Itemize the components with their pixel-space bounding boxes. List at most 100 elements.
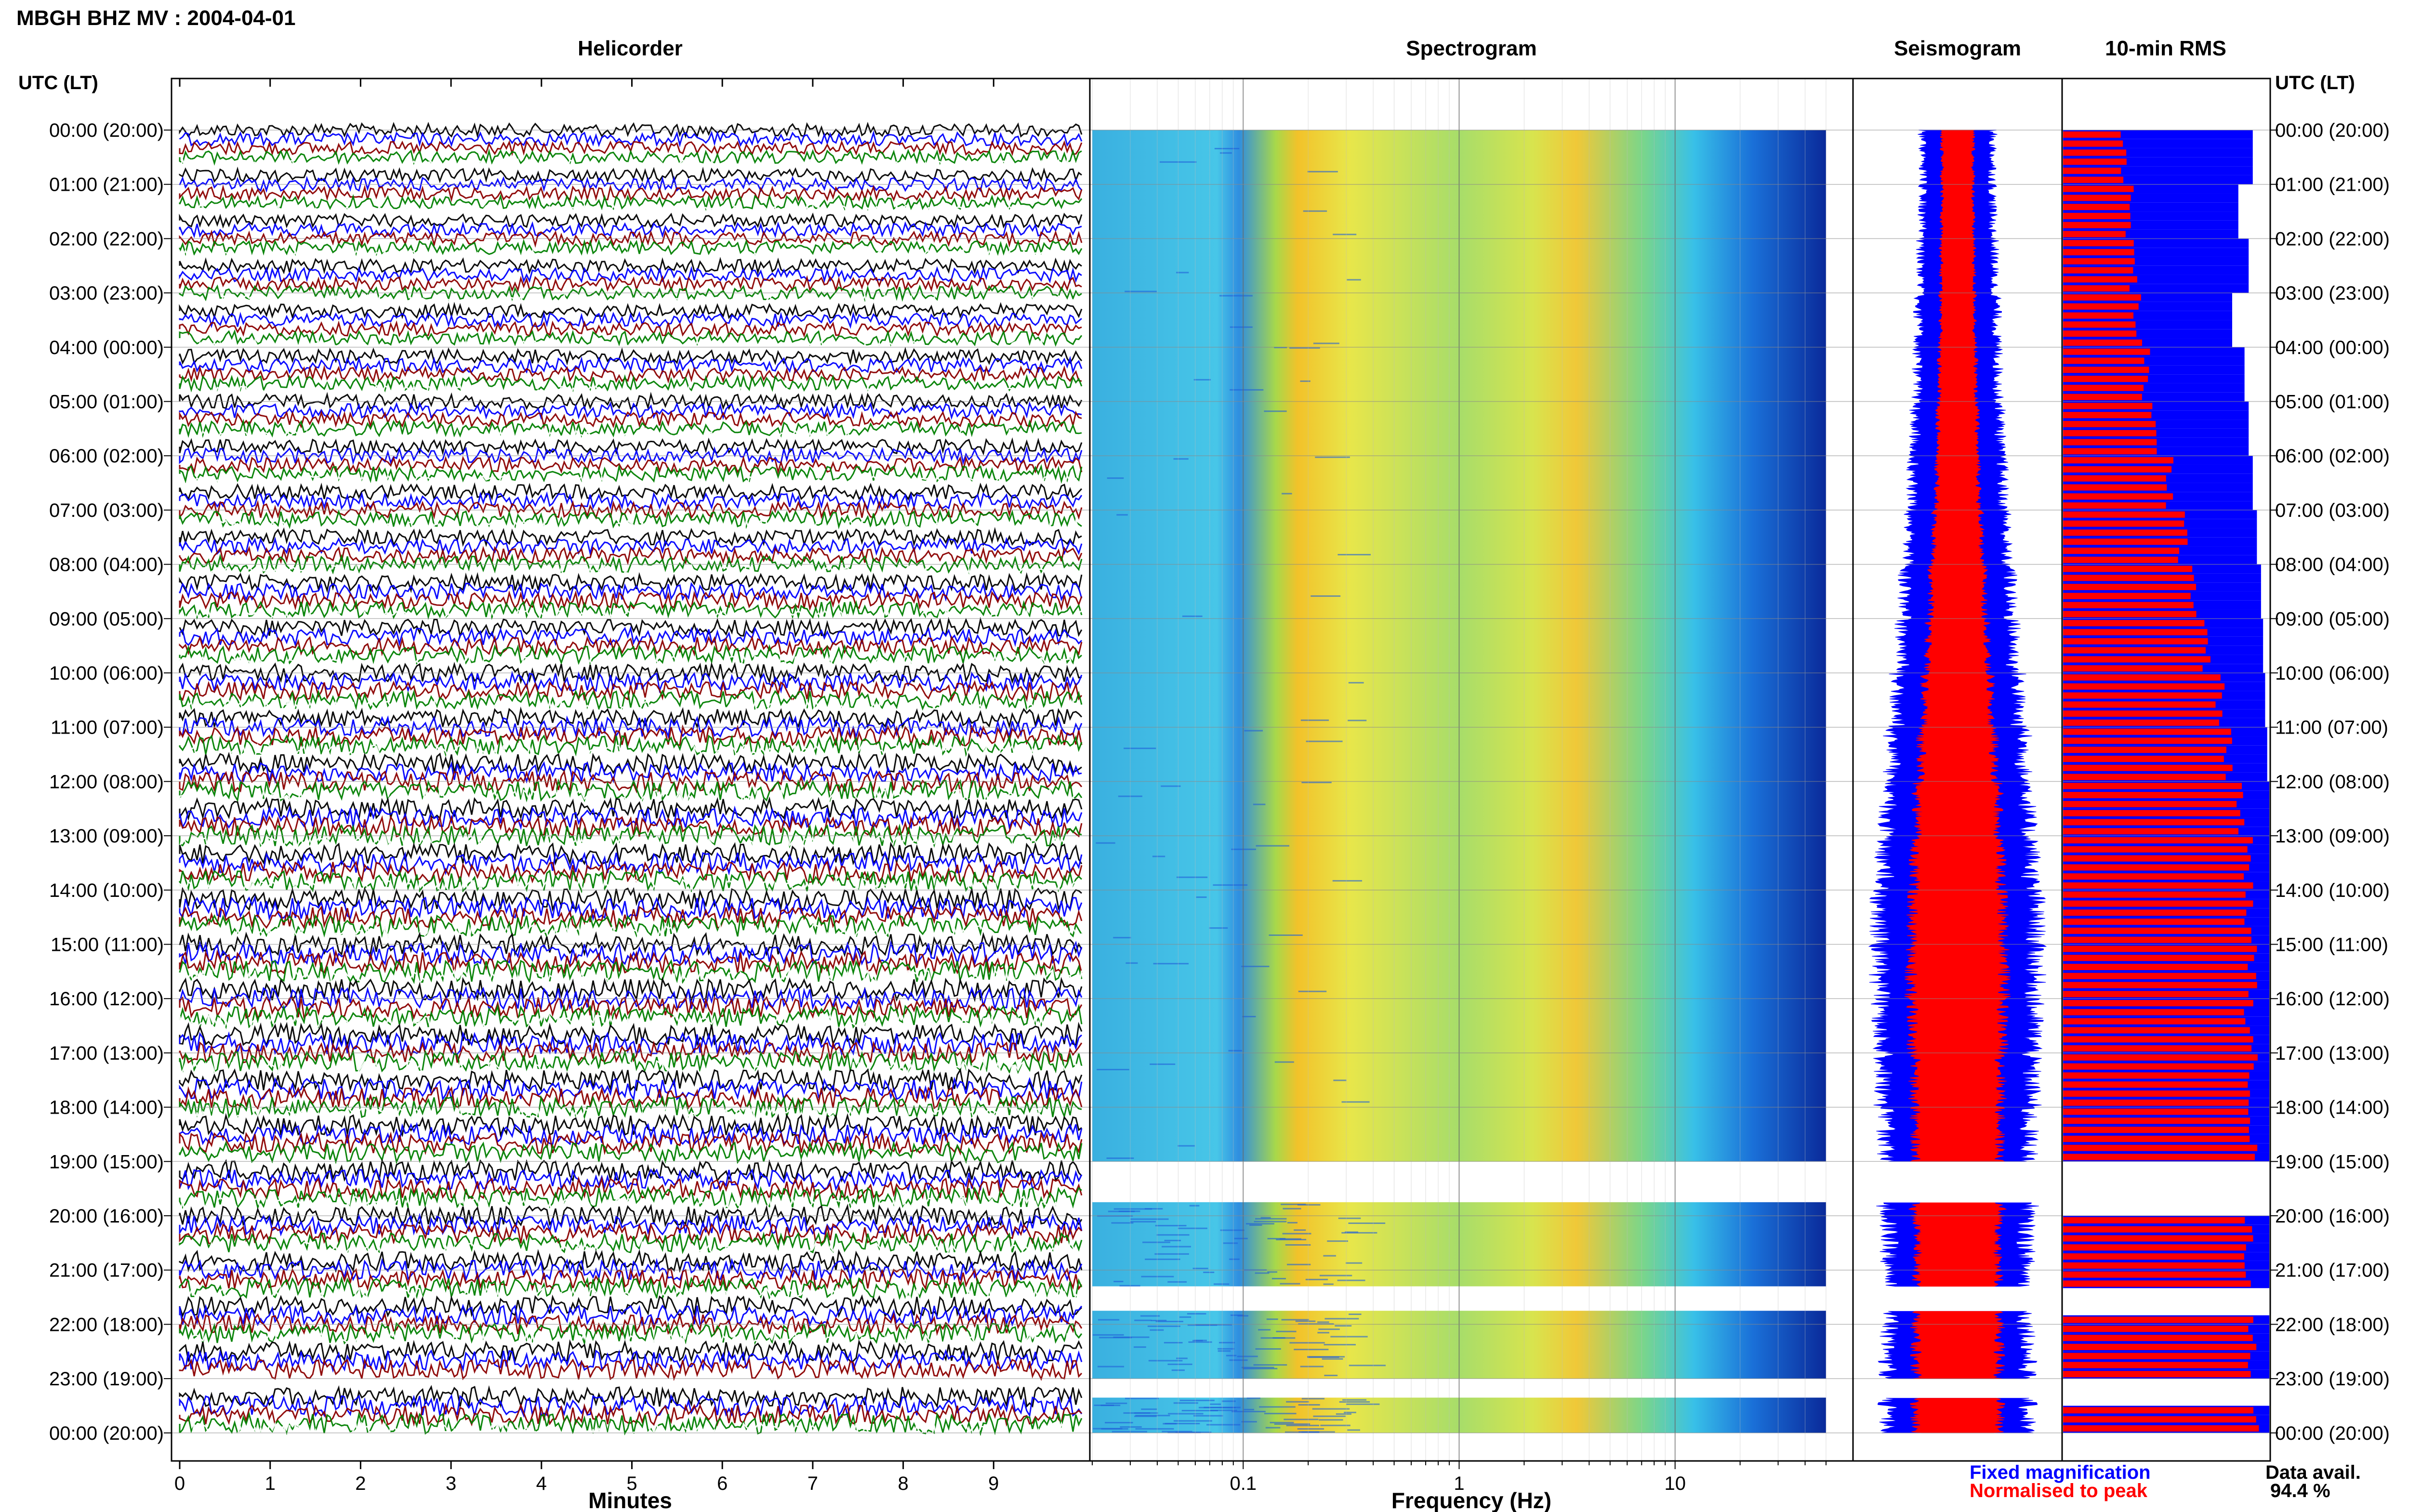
helicorder-tick-label: 3 — [446, 1473, 456, 1494]
helicorder-trace — [179, 706, 1083, 730]
rms-normalised-bar — [2063, 611, 2197, 618]
hour-label-right: 15:00 (11:00) — [2275, 934, 2388, 956]
helicorder-trace — [179, 1095, 1082, 1120]
helicorder-trace — [179, 1240, 1082, 1264]
rms-normalised-bar — [2063, 936, 2251, 943]
hour-label-right: 01:00 (21:00) — [2275, 174, 2390, 196]
hour-label-left: 01:00 (21:00) — [49, 174, 164, 196]
hour-label-left: 07:00 (03:00) — [49, 500, 164, 521]
rms-normalised-bar — [2063, 1054, 2258, 1061]
helicorder-trace — [179, 248, 1083, 266]
helicorder-trace — [179, 1376, 1082, 1400]
helicorder-trace — [179, 1321, 1083, 1346]
helicorder-tick-label: 8 — [898, 1473, 908, 1494]
rms-normalised-bar — [2063, 747, 2226, 753]
helicorder-trace — [179, 410, 1082, 430]
helicorder-trace — [179, 1348, 1083, 1373]
rms-normalised-bar — [2063, 1099, 2249, 1106]
helicorder-trace — [179, 607, 1082, 630]
rms-normalised-bar — [2063, 1226, 2252, 1233]
rms-normalised-bar — [2063, 900, 2253, 907]
helicorder-trace — [179, 537, 1083, 556]
seismogram-normalised-envelope — [1908, 1202, 2007, 1287]
spectrogram-panel — [1092, 79, 1827, 1461]
hour-label-left: 19:00 (15:00) — [49, 1151, 164, 1172]
helicorder-trace — [179, 814, 1083, 838]
rms-normalised-bar — [2063, 692, 2222, 699]
rms-normalised-bar — [2063, 258, 2135, 264]
rms-normalised-bar — [2063, 384, 2144, 391]
helicorder-trace — [179, 446, 1083, 466]
hour-label-right: 06:00 (02:00) — [2275, 446, 2390, 467]
helicorder-trace — [179, 130, 1083, 148]
rms-normalised-bar — [2063, 583, 2197, 591]
helicorder-trace — [179, 221, 1082, 238]
helicorder-tick-label: 9 — [988, 1473, 999, 1494]
helicorder-trace — [179, 914, 1083, 939]
rms-normalised-bar — [2063, 955, 2254, 961]
helicorder-trace — [179, 1411, 1083, 1436]
rms-normalised-bar — [2063, 973, 2256, 979]
helicorder-trace — [179, 194, 1083, 211]
rms-normalised-bar — [2063, 204, 2130, 210]
helicorder-trace — [179, 680, 1083, 702]
rms-normalised-bar — [2063, 1036, 2253, 1043]
helicorder-trace — [179, 868, 1083, 894]
hour-label-right: 03:00 (23:00) — [2275, 283, 2390, 304]
hour-label-right: 13:00 (09:00) — [2275, 826, 2390, 847]
rms-normalised-bar — [2063, 1425, 2259, 1432]
helicorder-trace — [179, 346, 1083, 366]
hour-label-right: 21:00 (17:00) — [2275, 1260, 2390, 1281]
rms-normalised-bar — [2063, 629, 2208, 636]
rms-normalised-bar — [2063, 810, 2240, 816]
helicorder-trace — [179, 1276, 1083, 1301]
helicorder-trace — [179, 1158, 1083, 1183]
helicorder-trace — [179, 1140, 1083, 1165]
hour-label-right: 05:00 (01:00) — [2275, 392, 2390, 413]
helicorder-trace — [179, 644, 1083, 665]
helicorder-trace — [179, 976, 1083, 1002]
hour-label-left: 08:00 (04:00) — [49, 554, 164, 576]
spectrogram-tick-label: 10 — [1664, 1473, 1686, 1494]
helicorder-trace — [179, 463, 1083, 484]
rms-normalised-bar — [2063, 231, 2126, 237]
helicorder-trace — [179, 1067, 1083, 1093]
helicorder-trace — [179, 1085, 1083, 1110]
time-axis-label-right: UTC (LT) — [2275, 72, 2355, 93]
helicorder-tick-label: 1 — [265, 1473, 276, 1494]
helicorder-trace — [179, 292, 1082, 311]
rms-normalised-bar — [2063, 755, 2224, 763]
spectrogram-x-axis: 0.1 1 10 — [1092, 1461, 1827, 1494]
hour-label-right: 08:00 (04:00) — [2275, 554, 2390, 576]
hour-label-right: 16:00 (12:00) — [2275, 988, 2390, 1010]
rms-normalised-bar — [2063, 656, 2210, 663]
rms-normalised-bar — [2063, 1108, 2249, 1115]
rms-normalised-bar — [2063, 222, 2131, 228]
spectrogram-xlabel: Frequency (Hz) — [1391, 1488, 1551, 1512]
hour-label-right: 00:00 (20:00) — [2275, 120, 2390, 141]
rms-normalised-bar — [2063, 819, 2245, 826]
helicorder-trace — [179, 1420, 1083, 1446]
rms-normalised-bar — [2063, 683, 2225, 690]
hour-label-left: 13:00 (09:00) — [49, 826, 164, 847]
rms-normalised-bar — [2063, 448, 2157, 455]
rms-normalised-bar — [2063, 774, 2226, 780]
helicorder-trace — [179, 905, 1083, 930]
rms-normalised-bar — [2063, 167, 2121, 174]
seismogram-title: Seismogram — [1894, 37, 2021, 60]
rms-normalised-bar — [2063, 1335, 2253, 1341]
rms-normalised-bar — [2063, 1072, 2250, 1079]
rms-normalised-bar — [2063, 1343, 2257, 1350]
helicorder-trace — [179, 482, 1083, 501]
rms-normalised-bar — [2063, 421, 2156, 428]
rms-normalised-bar — [2063, 1090, 2250, 1097]
hour-gridlines — [164, 130, 2278, 1433]
helicorder-trace — [179, 1231, 1083, 1254]
rms-normalised-bar — [2063, 647, 2206, 654]
helicorder-trace — [179, 553, 1083, 575]
helicorder-trace — [179, 1195, 1083, 1219]
hour-label-left: 18:00 (14:00) — [49, 1097, 164, 1118]
rms-normalised-bar — [2063, 403, 2153, 409]
hour-label-left: 05:00 (01:00) — [49, 392, 164, 413]
helicorder-trace — [179, 1003, 1083, 1029]
